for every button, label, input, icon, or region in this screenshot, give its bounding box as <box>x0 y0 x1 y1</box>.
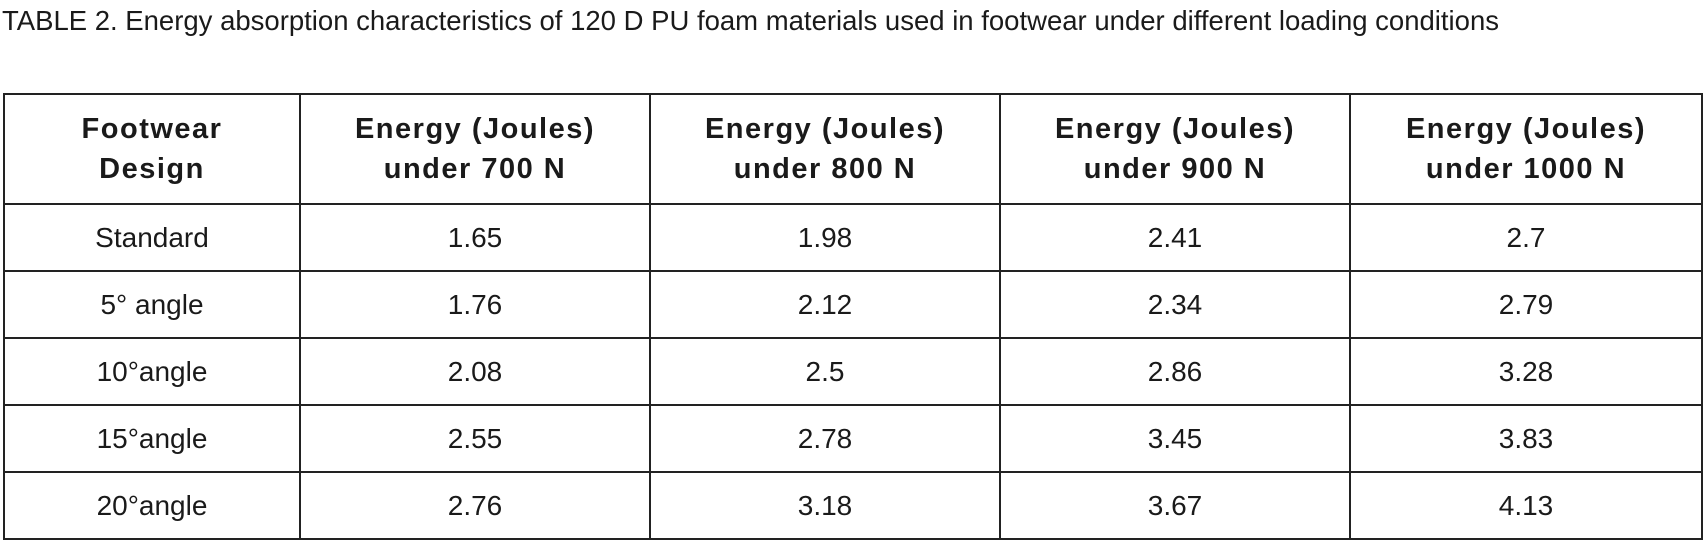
header-cell: Energy (Joules) under 1000 N <box>1349 93 1703 205</box>
table-cell: 2.41 <box>999 203 1351 272</box>
table-cell: 2.76 <box>299 471 651 540</box>
table-cell: 3.28 <box>1349 337 1703 406</box>
table-cell: Standard <box>3 203 301 272</box>
table-body: Standard 1.65 1.98 2.41 2.7 5° angle 1.76 2.12 2… <box>3 203 1703 540</box>
table-cell: 15°angle <box>3 404 301 473</box>
table-cell: 2.5 <box>649 337 1001 406</box>
table-cell: 3.67 <box>999 471 1351 540</box>
table-row: 20°angle 2.76 3.18 3.67 4.13 <box>3 471 1703 540</box>
table-row: 15°angle 2.55 2.78 3.45 3.83 <box>3 404 1703 473</box>
table-cell: 20°angle <box>3 471 301 540</box>
table-row: 10°angle 2.08 2.5 2.86 3.28 <box>3 337 1703 406</box>
table-cell: 2.34 <box>999 270 1351 339</box>
header-text: Footwear Design <box>81 113 223 185</box>
header-text: Energy (Joules) under 800 N <box>704 113 946 185</box>
table-cell: 2.55 <box>299 404 651 473</box>
table-cell: 3.18 <box>649 471 1001 540</box>
header-cell: Energy (Joules) under 900 N <box>999 93 1351 205</box>
table-cell: 10°angle <box>3 337 301 406</box>
header-row: Footwear Design Energy (Joules) under 700… <box>3 93 1703 205</box>
header-text: Energy (Joules) under 1000 N <box>1405 113 1647 185</box>
header-cell: Energy (Joules) under 800 N <box>649 93 1001 205</box>
table-cell: 2.78 <box>649 404 1001 473</box>
table-cell: 5° angle <box>3 270 301 339</box>
table-cell: 2.7 <box>1349 203 1703 272</box>
header-cell: Energy (Joules) under 700 N <box>299 93 651 205</box>
header-text: Energy (Joules) under 700 N <box>354 113 596 185</box>
data-table: Footwear Design Energy (Joules) under 700… <box>3 93 1703 540</box>
table-cell: 3.83 <box>1349 404 1703 473</box>
table-cell: 2.79 <box>1349 270 1703 339</box>
table-cell: 1.76 <box>299 270 651 339</box>
table-cell: 3.45 <box>999 404 1351 473</box>
table-row: 5° angle 1.76 2.12 2.34 2.79 <box>3 270 1703 339</box>
table-cell: 1.98 <box>649 203 1001 272</box>
table-caption: TABLE 2. Energy absorption characteristi… <box>2 5 1500 36</box>
table-cell: 1.65 <box>299 203 651 272</box>
table-cell: 4.13 <box>1349 471 1703 540</box>
table-cell: 2.86 <box>999 337 1351 406</box>
table-row: Standard 1.65 1.98 2.41 2.7 <box>3 203 1703 272</box>
table-cell: 2.12 <box>649 270 1001 339</box>
header-text: Energy (Joules) under 900 N <box>1054 113 1296 185</box>
table-cell: 2.08 <box>299 337 651 406</box>
header-cell: Footwear Design <box>3 93 301 205</box>
